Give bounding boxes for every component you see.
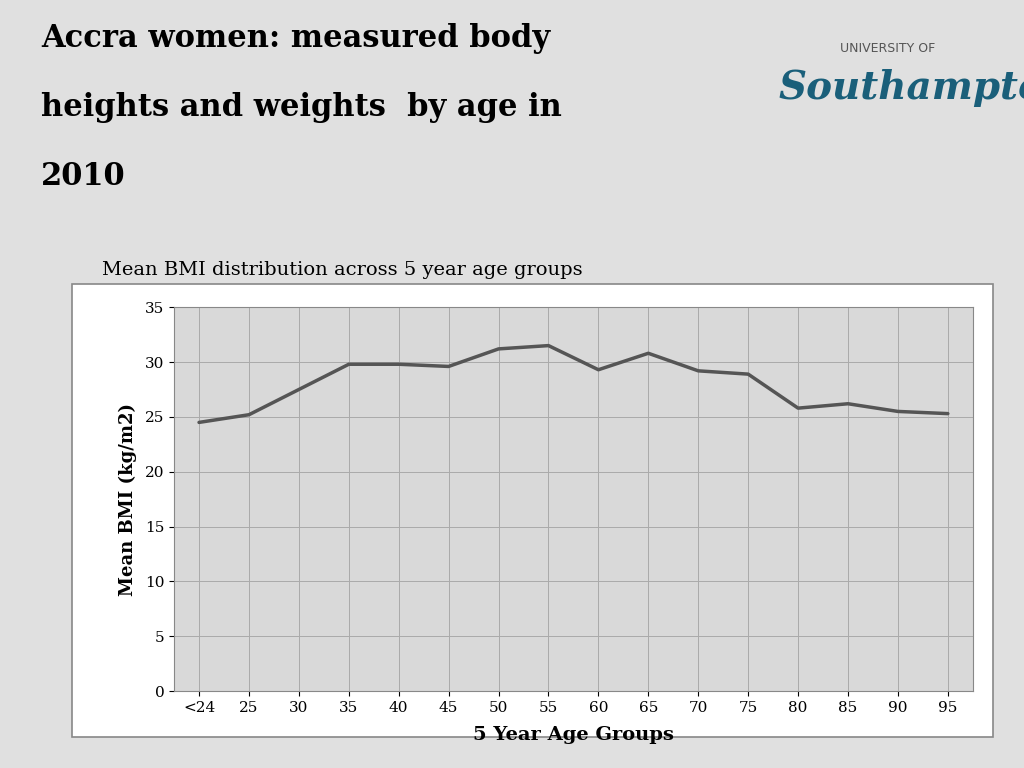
X-axis label: 5 Year Age Groups: 5 Year Age Groups — [473, 726, 674, 744]
Text: Southampton: Southampton — [778, 69, 1024, 107]
Y-axis label: Mean BMI (kg/m2): Mean BMI (kg/m2) — [119, 402, 136, 596]
Text: Accra women: measured body: Accra women: measured body — [41, 23, 550, 54]
Text: Mean BMI distribution across 5 year age groups: Mean BMI distribution across 5 year age … — [102, 261, 583, 279]
Text: UNIVERSITY OF: UNIVERSITY OF — [840, 42, 935, 55]
Text: heights and weights  by age in: heights and weights by age in — [41, 92, 562, 123]
Text: 2010: 2010 — [41, 161, 126, 192]
